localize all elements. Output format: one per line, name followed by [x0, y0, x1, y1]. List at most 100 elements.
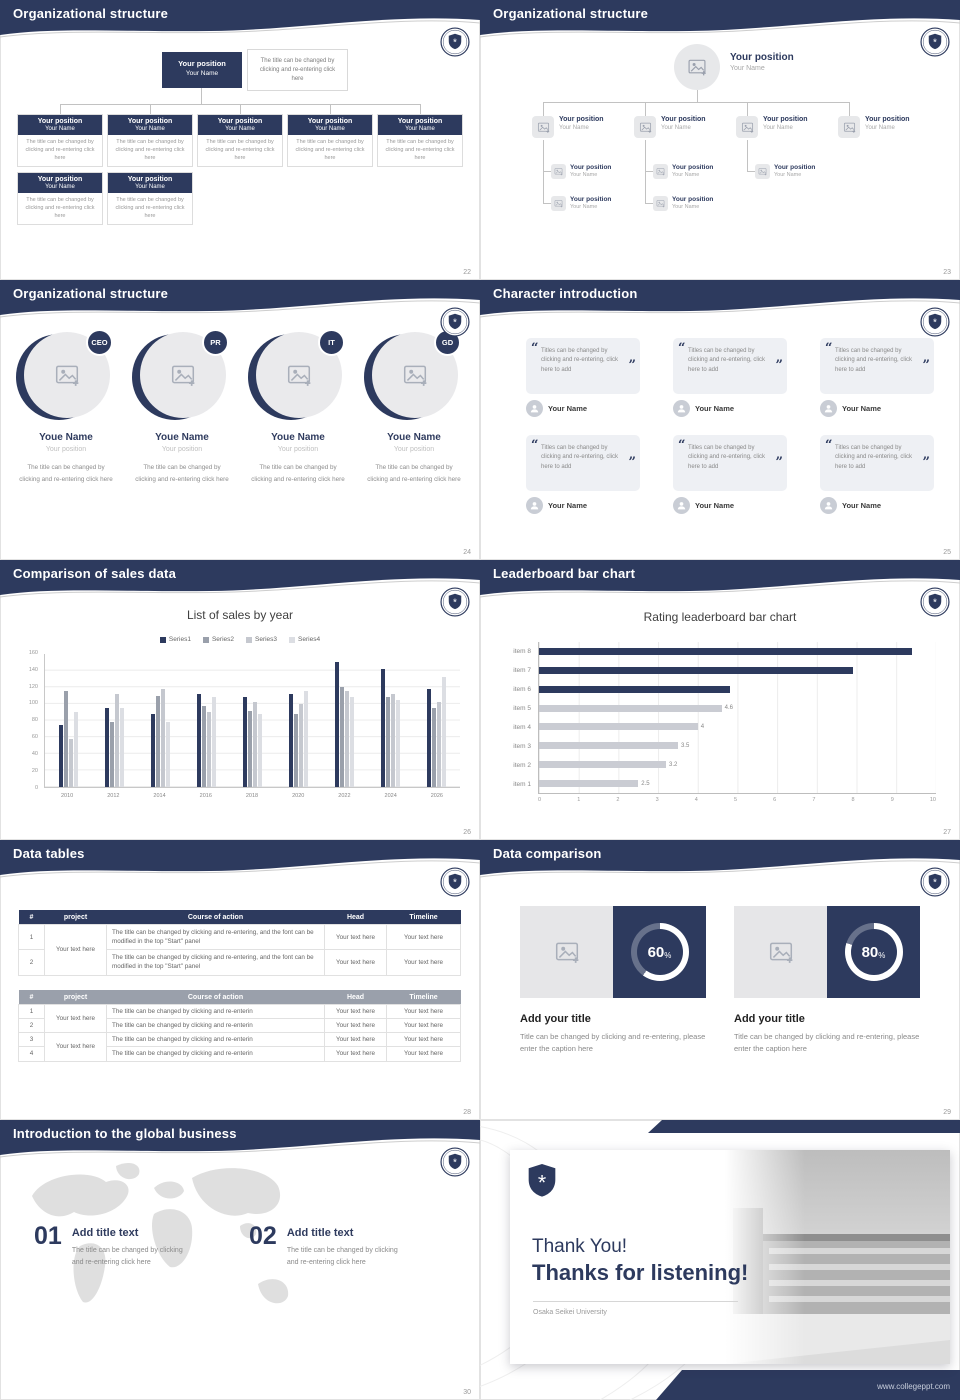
quote-close-icon: ”: [775, 358, 783, 373]
sales-chart-xlabels: 2010 2012 2014 2016 2018 2020 2022 2024 2026: [44, 793, 460, 799]
bar-group: [335, 654, 355, 787]
role-badge: IT: [318, 329, 345, 356]
card-footer: Your Name: [526, 497, 640, 514]
x-tick-label: 2020: [292, 793, 305, 799]
y-tick-label: 160: [28, 650, 38, 656]
table-row: 4 The title can be changed by clicking a…: [18, 1046, 461, 1062]
table-row: 2 The title can be changed by clicking a…: [18, 949, 461, 976]
bar: [165, 722, 170, 787]
bar-group: [289, 654, 309, 787]
bar-group: [242, 654, 262, 787]
slide-28-data-tables[interactable]: Data tables # project Course of action H…: [0, 840, 480, 1120]
slide-title: Introduction to the global business: [13, 1126, 237, 1141]
bar: [109, 722, 114, 787]
university-logo-badge: [440, 1147, 470, 1177]
bar-value: 3.5: [680, 742, 690, 749]
legend-label: Series2: [211, 636, 234, 643]
slide-26-comparison-of-sales-data[interactable]: Comparison of sales data List of sales b…: [0, 560, 480, 840]
university-logo-badge: [440, 867, 470, 897]
top-accent-band: [648, 1120, 960, 1133]
name-label: Your Name: [45, 125, 75, 132]
university-logo-badge: [440, 307, 470, 337]
bar: [114, 693, 119, 787]
quote-box: “ Titles can be changed by clicking and …: [526, 435, 640, 491]
org-box-header: Your position Your Name: [18, 173, 102, 193]
x-tick-label: 2022: [338, 793, 351, 799]
slide-23-organizational-structure[interactable]: Organizational structure Your position Y…: [480, 0, 960, 280]
card-footer: Your Name: [820, 497, 934, 514]
connector-line: [747, 140, 748, 171]
position-label: Your position: [127, 175, 173, 183]
member-name: Youe Name: [271, 432, 325, 443]
legend-label: Series1: [168, 636, 191, 643]
page-number: 24: [463, 549, 471, 556]
page-number: 25: [943, 549, 951, 556]
slide-31-thank-you[interactable]: www.collegeppt.com Thank You! Thanks for…: [480, 1120, 960, 1400]
table-cell: Your text here: [44, 1003, 107, 1034]
caption-text: The title can be changed by clicking and…: [251, 464, 345, 483]
table-cell: Your text here: [386, 949, 461, 976]
connector-line: [150, 104, 151, 114]
character-card: “ Titles can be changed by clicking and …: [820, 435, 934, 514]
avatar: [820, 497, 837, 514]
slide-25-character-introduction[interactable]: Character introduction “ Titles can be c…: [480, 280, 960, 560]
quote-close-icon: ”: [628, 358, 636, 373]
column-header: Head: [324, 990, 387, 1005]
position-label: Your position: [865, 116, 910, 123]
sales-chart-legend: Series1 Series2 Series3 Series4: [0, 636, 480, 643]
name-label: Your Name: [135, 183, 165, 190]
x-tick-label: 2014: [153, 793, 166, 799]
role-badge: CEO: [86, 329, 113, 356]
panel-title: Add your title: [734, 1013, 805, 1025]
quote-text: Titles can be changed by clicking and re…: [835, 348, 913, 373]
name-label: Your Name: [865, 125, 895, 131]
card-footer: Your Name: [526, 400, 640, 417]
x-tick-label: 7: [812, 797, 816, 803]
column-header: project: [44, 990, 107, 1005]
slide-30-introduction-global-business[interactable]: Introduction to the global business 01 A…: [0, 1120, 480, 1400]
bar: [247, 710, 252, 787]
bar: [289, 693, 294, 787]
slide-27-leaderboard-bar-chart[interactable]: Leaderboard bar chart Rating leaderboard…: [480, 560, 960, 840]
member-name: Youe Name: [387, 432, 441, 443]
slide-24-organizational-structure[interactable]: Organizational structure CEO Youe Name Y…: [0, 280, 480, 560]
position-label: Your position: [217, 117, 263, 125]
legend-swatch: [289, 636, 296, 643]
member-photo-wrap: IT: [248, 329, 345, 420]
comparison-panel: 80 % Add your title Title can be changed…: [734, 906, 920, 1054]
org-box-row: Your position Your Name The title can be…: [17, 114, 463, 168]
bar: [432, 708, 437, 787]
table-cell: 3: [18, 1032, 45, 1048]
photo-placeholder: [520, 906, 613, 998]
caption-text: The title can be changed by clicking and…: [115, 138, 185, 162]
org-box-header: Your position Your Name: [198, 115, 282, 135]
caption-text: The title can be changed by clicking and…: [135, 464, 229, 483]
bar: [211, 697, 216, 787]
team-member: GD Youe Name Your position The title can…: [362, 329, 466, 486]
photo-placeholder: [734, 906, 827, 998]
photo-placeholder: [755, 164, 770, 179]
table-row: 3 Your text here The title can be change…: [18, 1032, 461, 1062]
bar-row: 4.6: [539, 699, 936, 718]
data-table-1: # project Course of action Head Timeline…: [18, 910, 461, 976]
connector-line: [645, 203, 653, 204]
bar: [350, 697, 355, 787]
slide-29-data-comparison[interactable]: Data comparison 60 % Add your title Titl…: [480, 840, 960, 1120]
y-tick-label: 0: [34, 784, 38, 791]
donut-chart-box: 80 %: [827, 906, 920, 998]
slide-22-organizational-structure[interactable]: Organizational structure Your position Y…: [0, 0, 480, 280]
quote-box: “ Titles can be changed by clicking and …: [673, 338, 787, 394]
page-number: 26: [463, 829, 471, 836]
legend-label: Series4: [298, 636, 321, 643]
table-cell: Your text here: [324, 1003, 387, 1020]
table-cell: Your text here: [44, 1032, 107, 1062]
name-label: Your Name: [730, 65, 765, 72]
caption-text: The title can be changed by clicking and…: [205, 138, 275, 162]
quote-box: “ Titles can be changed by clicking and …: [673, 435, 787, 491]
y-tick-label: 80: [31, 717, 38, 724]
x-tick-label: 3: [655, 797, 659, 803]
y-tick-label: 40: [31, 750, 38, 757]
quote-box: “ Titles can be changed by clicking and …: [820, 338, 934, 394]
bar-label: item 5: [513, 705, 531, 712]
bar-row: [539, 642, 936, 661]
